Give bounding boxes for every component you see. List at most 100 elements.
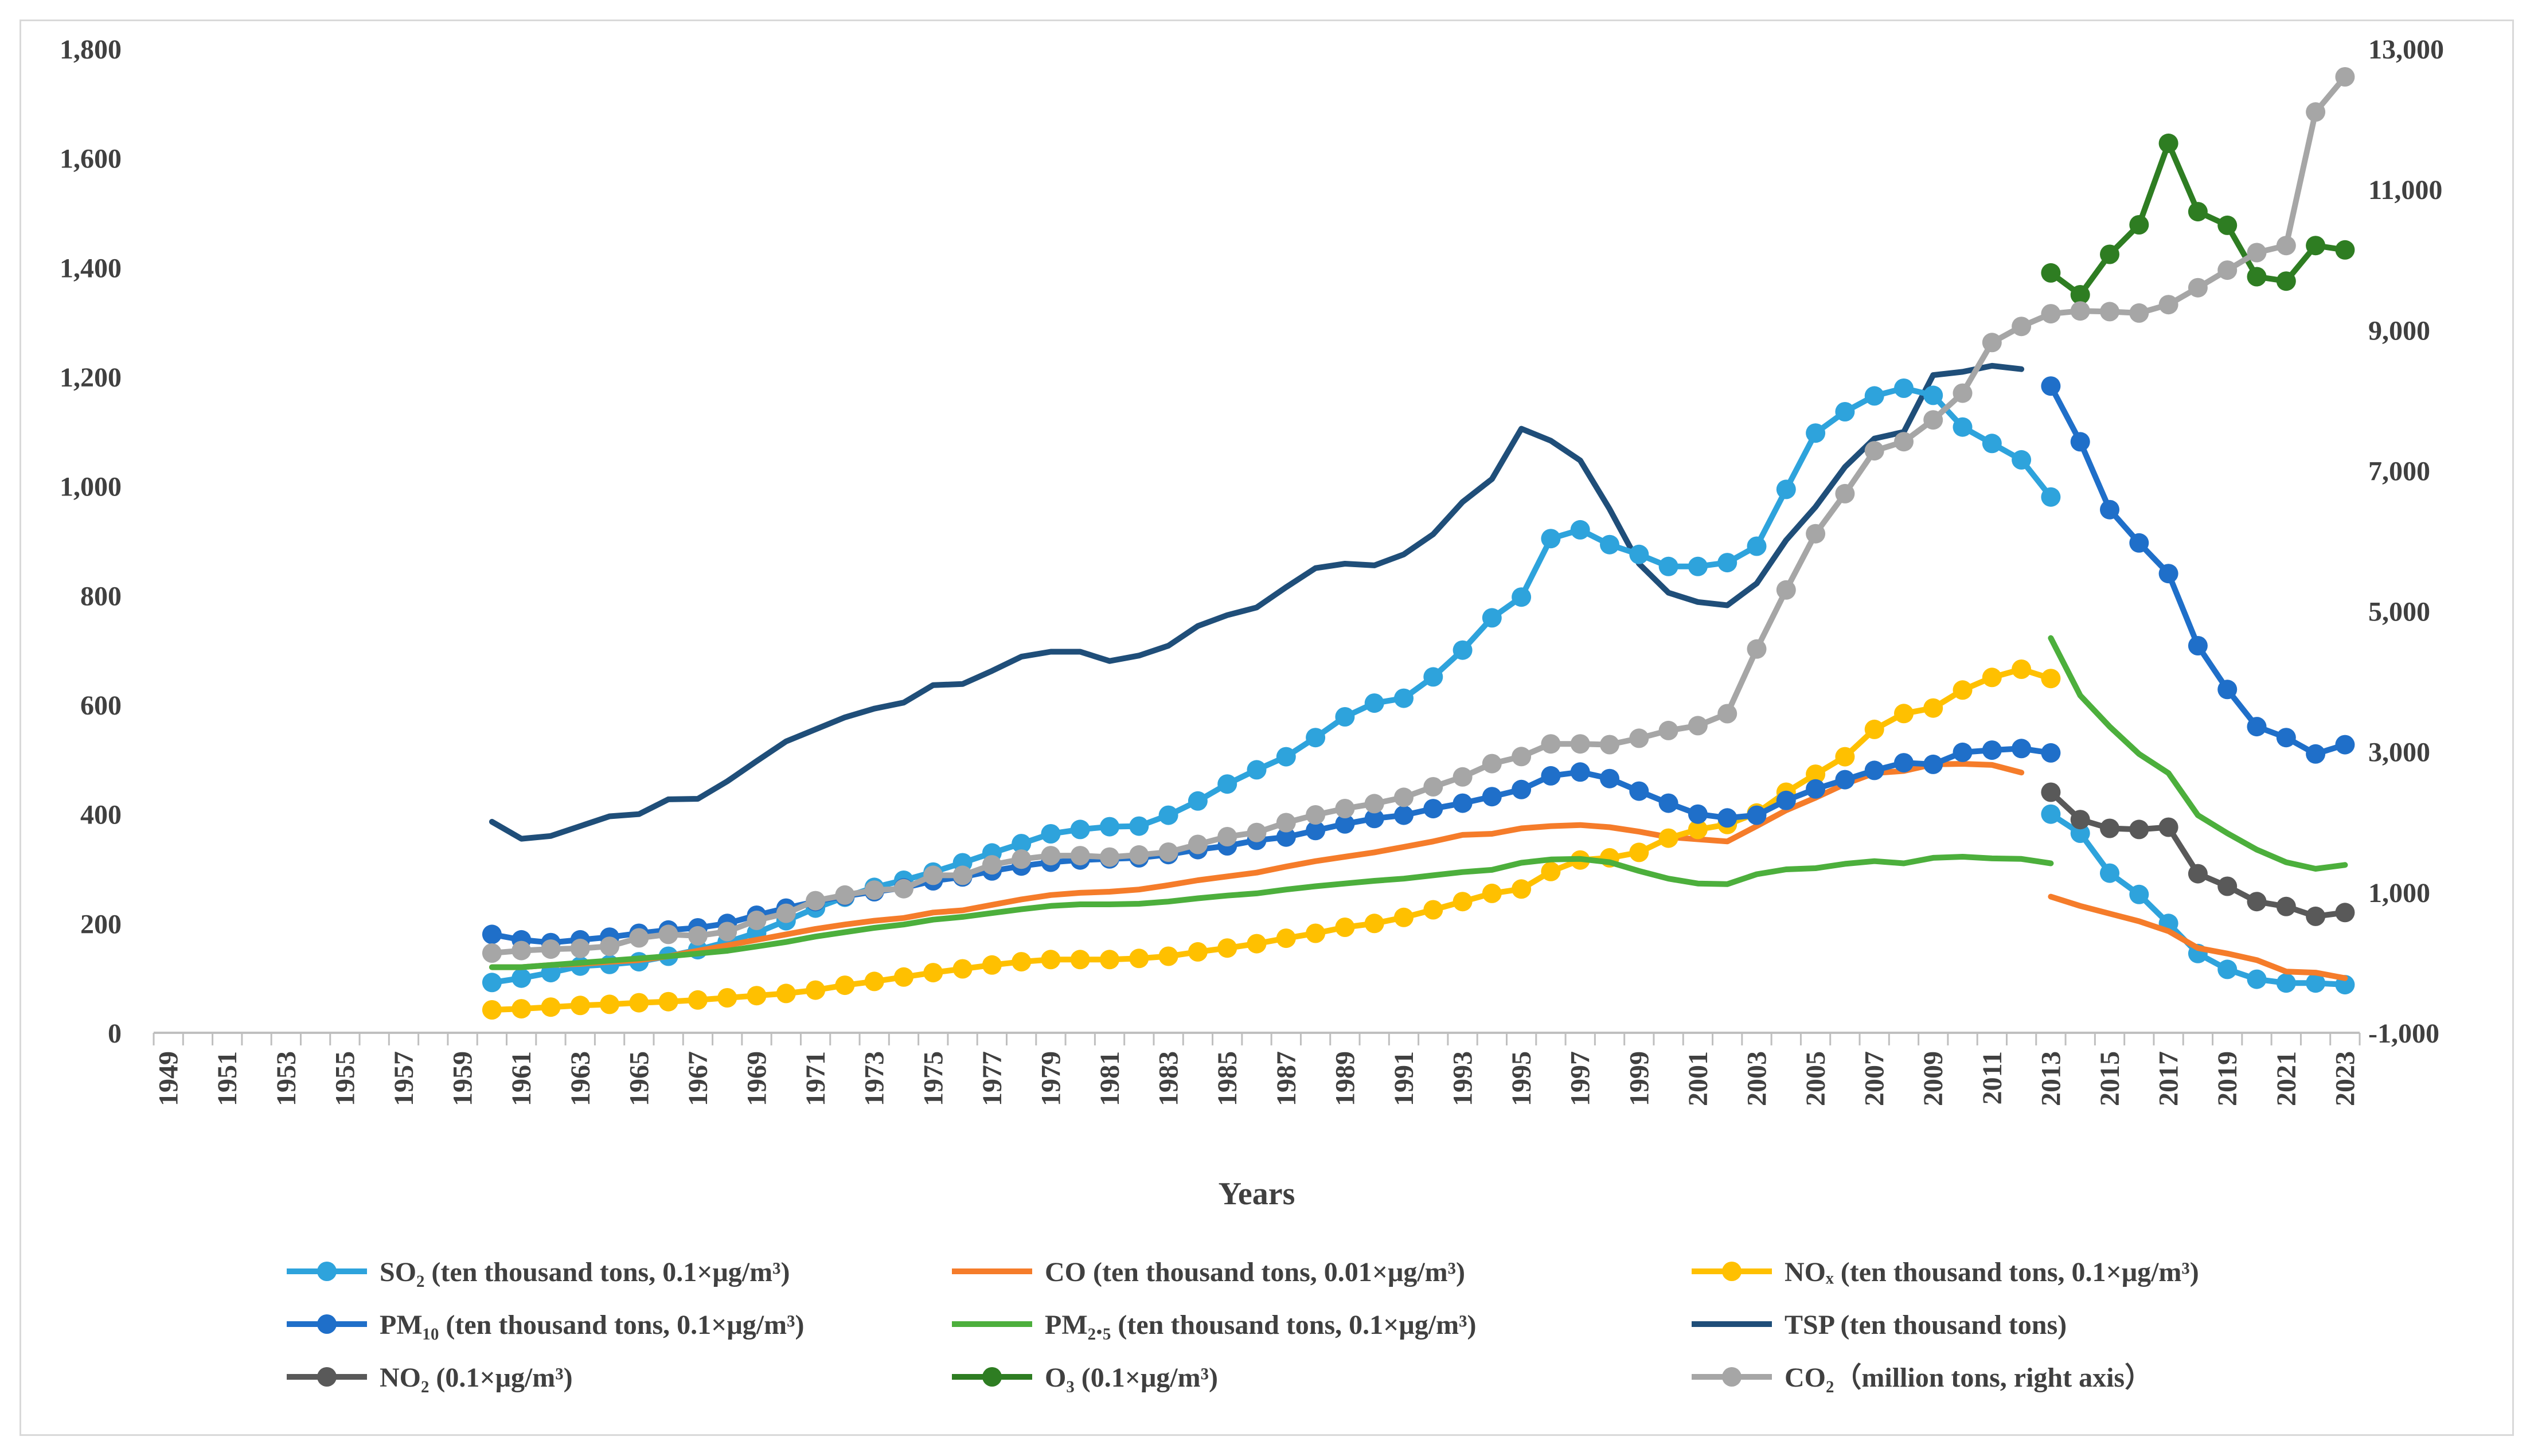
data-point-nox <box>1982 668 2002 688</box>
right-y-tick-label: 13,000 <box>2368 34 2444 65</box>
data-point-nox <box>747 986 767 1006</box>
series-so2 <box>482 378 2355 995</box>
data-point-so2 <box>1453 640 1473 660</box>
legend-item-so2: SO₂ (ten thousand tons, 0.1×μg/m³) <box>287 1257 790 1287</box>
x-axis-title: Years <box>1219 1176 1295 1212</box>
data-point-pm10 <box>1717 808 1738 828</box>
right-y-tick-label: 9,000 <box>2368 315 2430 346</box>
data-point-pm10 <box>2070 432 2090 452</box>
data-point-co2 <box>2247 243 2267 263</box>
data-point-so2 <box>1306 728 1326 748</box>
left-y-tick-label: 800 <box>80 581 122 611</box>
x-tick-label: 1955 <box>330 1051 360 1106</box>
data-point-so2 <box>2217 959 2238 979</box>
data-point-co2 <box>1982 333 2002 353</box>
legend-label: CO (ten thousand tons, 0.01×μg/m³) <box>1045 1257 1465 1287</box>
data-point-pm10 <box>2306 744 2326 764</box>
left-y-axis-ticks: 0 200 400 600 800 1,000 1,200 1,400 1,600 1,800 <box>60 34 122 1049</box>
data-point-so2 <box>1276 747 1296 767</box>
data-point-co2 <box>835 885 855 905</box>
right-y-tick-label: 5,000 <box>2368 597 2430 627</box>
x-tick-label: 2011 <box>1977 1051 2008 1104</box>
data-point-so2 <box>1364 693 1384 713</box>
x-tick-label: 1953 <box>271 1051 302 1106</box>
data-point-nox <box>570 996 590 1016</box>
series-pm25 <box>489 635 2348 970</box>
data-point-so2 <box>512 968 532 988</box>
data-point-co2 <box>512 940 532 961</box>
data-point-pm10 <box>1600 768 1619 788</box>
legend-swatch-marker <box>317 1367 337 1387</box>
data-point-so2 <box>1188 791 1208 811</box>
right-y-tick-label: 11,000 <box>2368 175 2442 205</box>
data-point-so2 <box>2012 450 2032 470</box>
data-point-pm10 <box>1570 762 1590 782</box>
data-point-pm10 <box>1394 805 1414 825</box>
data-point-so2 <box>2041 487 2061 507</box>
data-point-co2 <box>629 928 649 948</box>
data-point-so2 <box>1658 556 1678 576</box>
series-pm10 <box>482 376 2355 953</box>
x-tick-label: 1995 <box>1506 1051 1537 1106</box>
data-point-so2 <box>1776 479 1796 499</box>
x-tick-label: 1999 <box>1624 1051 1654 1106</box>
data-point-co2 <box>776 903 796 923</box>
data-point-co2 <box>1423 777 1443 797</box>
data-point-nox <box>1335 918 1355 937</box>
legend-item-pm25: PM₂.₅ (ten thousand tons, 0.1×μg/m³) <box>952 1310 1476 1340</box>
data-point-nox <box>717 988 737 1008</box>
data-point-nox <box>1012 952 1032 972</box>
x-tick-label: 1981 <box>1095 1051 1125 1106</box>
series-line-pm25 <box>489 854 2054 970</box>
data-point-co2 <box>894 879 913 899</box>
data-point-co2 <box>2217 260 2238 280</box>
series-co2 <box>482 67 2355 963</box>
data-point-nox <box>1158 946 1178 966</box>
x-tick-label: 1973 <box>860 1051 890 1106</box>
data-point-so2 <box>1600 534 1619 555</box>
data-point-pm10 <box>482 924 502 944</box>
x-tick-label: 2015 <box>2095 1051 2125 1106</box>
data-point-co2 <box>747 910 767 930</box>
x-tick-label: 1993 <box>1448 1051 1478 1106</box>
data-point-pm10 <box>2041 376 2061 396</box>
data-point-so2 <box>1158 805 1178 825</box>
legend: SO₂ (ten thousand tons, 0.1×μg/m³) CO (te… <box>287 1257 2199 1393</box>
data-point-so2 <box>1864 386 1884 406</box>
data-point-pm10 <box>1541 766 1561 786</box>
data-point-nox <box>482 1000 502 1020</box>
data-point-no2 <box>2335 903 2355 923</box>
legend-label: PM₂.₅ (ten thousand tons, 0.1×μg/m³) <box>1045 1310 1476 1340</box>
data-point-co2 <box>1658 720 1678 740</box>
data-point-pm10 <box>1776 790 1796 810</box>
data-point-co2 <box>2070 301 2090 321</box>
legend-swatch-marker <box>317 1262 337 1281</box>
series-line-co <box>2048 893 2348 981</box>
data-point-nox <box>776 983 796 1004</box>
data-point-so2 <box>1041 824 1061 844</box>
x-tick-label: 1965 <box>624 1051 654 1106</box>
legend-label: NO₂ (0.1×μg/m³) <box>380 1363 573 1393</box>
data-point-nox <box>1423 900 1443 920</box>
x-tick-label: 2023 <box>2330 1051 2360 1106</box>
data-point-o3 <box>2070 285 2090 305</box>
right-y-tick-label: 3,000 <box>2368 737 2430 768</box>
data-point-co2 <box>1600 735 1619 755</box>
x-tick-label: 1963 <box>565 1051 596 1106</box>
data-point-co2 <box>1512 747 1532 767</box>
data-point-co2 <box>717 922 737 942</box>
data-point-pm10 <box>2247 717 2267 737</box>
series-line-pm10 <box>2048 383 2348 757</box>
data-point-pm10 <box>1953 742 1973 762</box>
data-point-so2 <box>1512 587 1532 607</box>
data-point-o3 <box>2335 240 2355 260</box>
data-point-o3 <box>2100 244 2119 264</box>
data-point-co2 <box>1541 734 1561 754</box>
legend-label: NOₓ (ten thousand tons, 0.1×μg/m³) <box>1785 1257 2199 1287</box>
data-point-co2 <box>1953 383 1973 403</box>
series-line-tsp <box>489 362 2025 842</box>
data-point-pm10 <box>1276 827 1296 847</box>
data-point-so2 <box>1835 402 1855 421</box>
data-point-o3 <box>2247 267 2267 287</box>
legend-swatch-marker <box>982 1367 1002 1387</box>
